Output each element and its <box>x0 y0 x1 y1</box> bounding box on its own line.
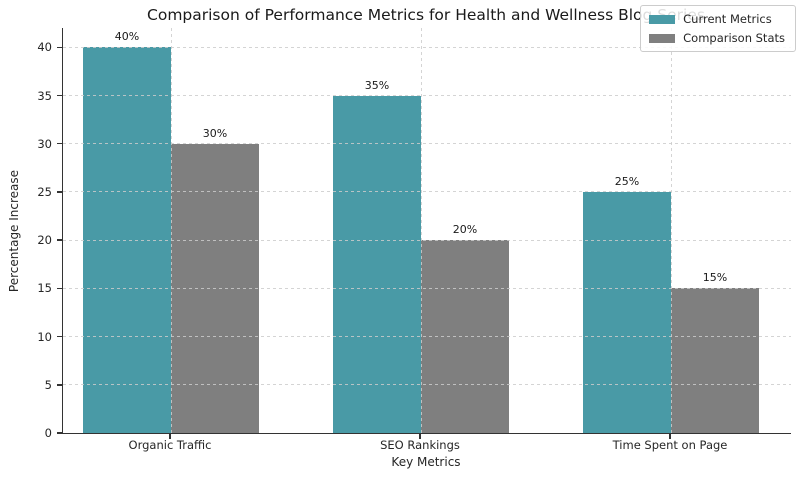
y-tick-label: 25 <box>37 184 52 199</box>
y-gridline <box>63 95 791 96</box>
y-gridline <box>63 336 791 338</box>
y-tick-mark <box>57 287 62 290</box>
bar-value-label: 25% <box>614 174 640 188</box>
y-tick-label: 5 <box>44 377 52 392</box>
y-tick-mark <box>57 384 62 386</box>
legend-item: Current Metrics <box>649 12 785 26</box>
legend-item: Comparison Stats <box>649 31 785 45</box>
x-gridline <box>170 28 172 433</box>
legend-item-label: Comparison Stats <box>683 31 785 45</box>
y-tick-label: 0 <box>44 426 52 440</box>
y-tick-mark <box>57 191 62 193</box>
y-tick-label: 20 <box>37 233 52 248</box>
x-tick-mark <box>169 434 171 439</box>
bar-value-label: 15% <box>702 271 728 285</box>
y-tick-label: 10 <box>37 329 52 344</box>
bar <box>583 191 671 433</box>
legend-swatch <box>649 14 676 24</box>
x-gridline <box>420 28 422 433</box>
y-tick-mark <box>57 432 62 434</box>
y-tick-mark <box>57 94 62 97</box>
y-tick-label: 35 <box>37 88 52 103</box>
y-tick-mark <box>57 335 62 338</box>
y-tick-label: 40 <box>37 40 52 55</box>
x-gridline <box>670 28 672 433</box>
y-gridline <box>63 46 791 48</box>
y-gridline <box>63 239 791 241</box>
bar-value-label: 40% <box>114 30 140 44</box>
legend-swatch <box>649 33 676 43</box>
x-axis-label: Key Metrics <box>391 455 461 469</box>
plot-area: 40% 30% 35% 20% 25% 15% <box>62 28 791 434</box>
x-tick-mark <box>419 434 421 439</box>
x-tick-mark <box>669 434 671 439</box>
bar-value-label: 30% <box>202 126 228 140</box>
bar <box>671 288 759 433</box>
y-tick-mark <box>57 142 62 145</box>
y-gridline <box>63 384 791 386</box>
legend-item-label: Current Metrics <box>683 12 772 26</box>
bar-value-label: 20% <box>452 223 478 237</box>
y-tick-label: 15 <box>37 281 52 296</box>
y-gridline <box>63 143 791 145</box>
y-tick-label: 30 <box>37 136 52 151</box>
bar-value-label: 35% <box>364 78 390 92</box>
x-tick-label: Organic Traffic <box>128 438 212 452</box>
y-tick-mark <box>57 46 62 49</box>
y-tick-mark <box>57 239 62 241</box>
y-axis-label: Percentage Increase <box>7 169 21 293</box>
x-tick-label: SEO Rankings <box>380 438 460 452</box>
bar <box>333 95 421 433</box>
x-tick-label: Time Spent on Page <box>612 438 728 452</box>
chart-title: Comparison of Performance Metrics for He… <box>147 6 705 24</box>
legend: Current Metrics Comparison Stats <box>640 5 796 52</box>
y-gridline <box>63 191 791 193</box>
y-gridline <box>63 287 791 289</box>
